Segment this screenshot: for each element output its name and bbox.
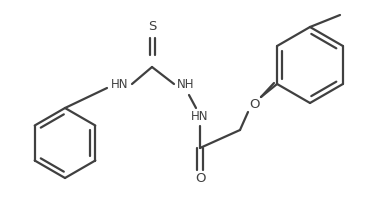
Text: S: S xyxy=(148,20,156,32)
Text: HN: HN xyxy=(191,109,209,123)
Text: HN: HN xyxy=(111,78,129,90)
Text: O: O xyxy=(195,172,205,184)
Text: NH: NH xyxy=(177,78,195,90)
Text: O: O xyxy=(249,98,259,110)
